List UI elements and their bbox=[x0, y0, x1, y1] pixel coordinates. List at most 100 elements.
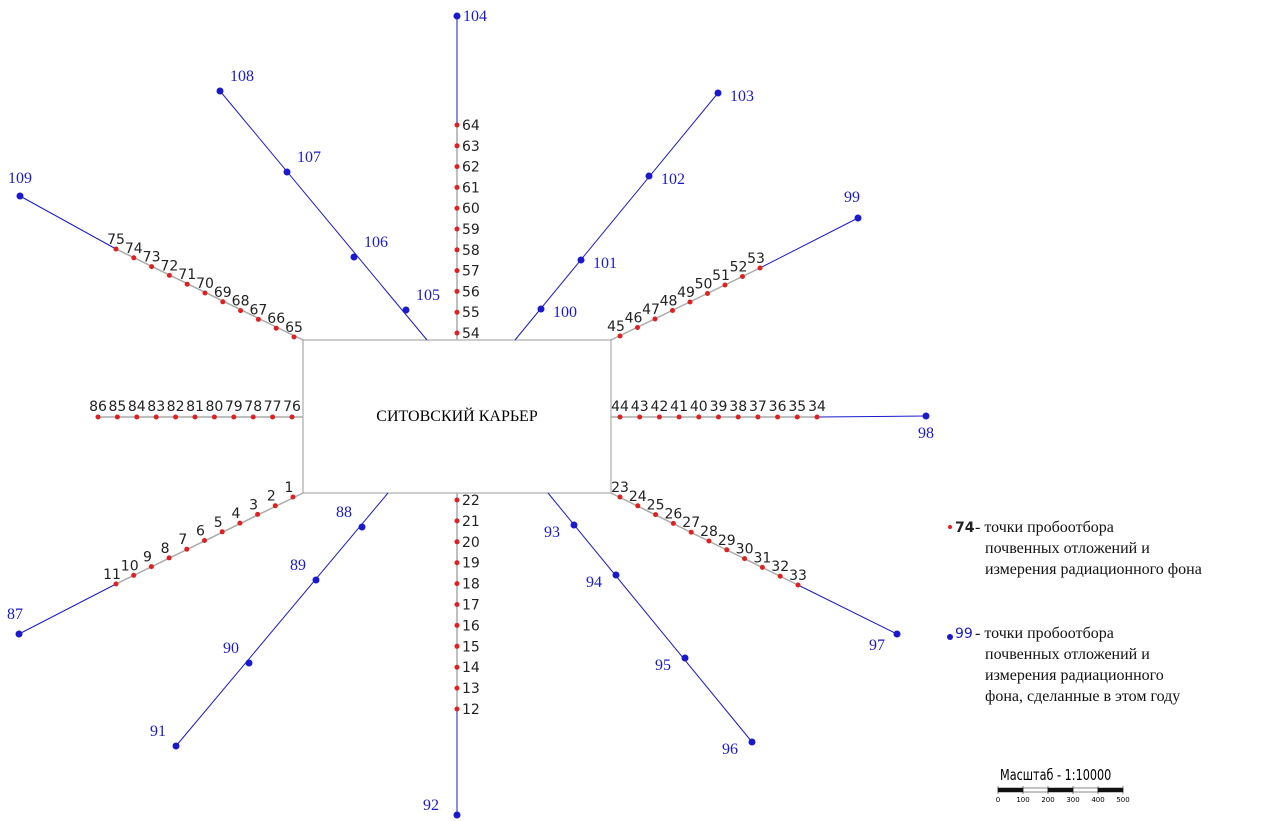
new-sample-label: 97 bbox=[869, 637, 885, 654]
sample-label: 50 bbox=[695, 277, 713, 293]
new-sample-label: 102 bbox=[661, 171, 685, 188]
legend-text: - точки пробоотбора bbox=[975, 519, 1114, 536]
sample-label: 67 bbox=[249, 302, 267, 318]
new-sample-label: 107 bbox=[297, 149, 321, 166]
sample-label: 4 bbox=[231, 506, 240, 522]
sample-label: 73 bbox=[143, 250, 161, 266]
sample-point bbox=[289, 414, 295, 420]
sample-label: 34 bbox=[808, 399, 826, 415]
sample-label: 18 bbox=[462, 577, 480, 593]
sample-point bbox=[775, 414, 781, 420]
new-sample-point bbox=[922, 412, 930, 420]
sample-label: 25 bbox=[647, 498, 665, 514]
sample-label: 74 bbox=[125, 241, 143, 257]
sample-point bbox=[454, 518, 460, 524]
sample-label: 37 bbox=[749, 399, 767, 415]
sample-point bbox=[454, 560, 460, 566]
sample-label: 39 bbox=[710, 399, 728, 415]
sample-label: 36 bbox=[769, 399, 787, 415]
sample-point bbox=[184, 546, 190, 552]
quarry-title: СИТОВСКИЙ КАРЬЕР bbox=[376, 406, 538, 425]
sample-label: 15 bbox=[462, 639, 480, 655]
sample-label: 38 bbox=[729, 399, 747, 415]
sample-label: 52 bbox=[730, 260, 748, 276]
sample-point bbox=[454, 122, 460, 128]
sample-label: 59 bbox=[462, 222, 480, 238]
new-sample-point bbox=[893, 630, 901, 638]
sample-label: 48 bbox=[660, 294, 678, 310]
sample-point bbox=[131, 572, 137, 578]
new-sample-label: 103 bbox=[730, 88, 754, 105]
sample-label: 21 bbox=[462, 514, 480, 530]
sample-point bbox=[653, 512, 659, 518]
new-sample-point bbox=[350, 253, 358, 261]
sample-label: 17 bbox=[462, 598, 480, 614]
scale-tick-label: 300 bbox=[1066, 796, 1079, 804]
legend-text: фона, сделанные в этом году bbox=[985, 688, 1180, 705]
sample-point bbox=[705, 291, 710, 296]
new-sample-label: 94 bbox=[586, 574, 602, 591]
sample-point bbox=[113, 246, 119, 252]
legend-text: почвенных отложений и bbox=[985, 646, 1150, 663]
sample-point bbox=[173, 414, 179, 420]
scale-tick-label: 500 bbox=[1116, 796, 1129, 804]
sample-point bbox=[742, 556, 748, 562]
legend-number: 74 bbox=[955, 520, 975, 536]
sample-point bbox=[202, 538, 207, 543]
sample-point bbox=[454, 622, 460, 628]
sample-label: 23 bbox=[611, 480, 629, 496]
sample-point bbox=[237, 520, 243, 526]
sample-label: 83 bbox=[147, 399, 165, 415]
sample-label: 51 bbox=[712, 268, 730, 284]
sample-label: 1 bbox=[285, 480, 294, 496]
sample-label: 47 bbox=[642, 302, 660, 318]
sample-label: 69 bbox=[214, 285, 232, 301]
sample-point bbox=[454, 247, 460, 253]
transect-line bbox=[115, 248, 304, 341]
scale-title: Масштаб - 1:10000 bbox=[1000, 766, 1111, 784]
sample-label: 68 bbox=[232, 294, 250, 310]
sample-point bbox=[291, 334, 297, 340]
legend-text: почвенных отложений и bbox=[985, 540, 1150, 557]
sample-point bbox=[687, 299, 693, 305]
sample-label: 10 bbox=[121, 558, 139, 574]
sample-point bbox=[238, 308, 244, 314]
sample-point bbox=[131, 255, 137, 261]
sample-label: 76 bbox=[283, 399, 301, 415]
sample-label: 81 bbox=[186, 399, 204, 415]
sample-point bbox=[149, 264, 155, 270]
transect-line bbox=[797, 584, 898, 635]
sample-label: 56 bbox=[462, 284, 480, 300]
sample-point bbox=[454, 706, 460, 712]
new-sample-point bbox=[537, 305, 545, 313]
sample-point bbox=[220, 299, 226, 305]
sample-label: 12 bbox=[462, 702, 480, 718]
new-sample-point bbox=[748, 738, 756, 746]
new-sample-point bbox=[402, 306, 410, 314]
sample-label: 35 bbox=[788, 399, 806, 415]
sample-label: 24 bbox=[629, 489, 647, 505]
new-sample-label: 100 bbox=[553, 304, 577, 321]
sample-point bbox=[270, 414, 276, 420]
sample-point bbox=[454, 143, 460, 149]
sample-point bbox=[148, 564, 154, 570]
sample-label: 58 bbox=[462, 243, 480, 259]
sample-point bbox=[255, 511, 261, 517]
sample-label: 30 bbox=[736, 542, 754, 558]
sample-point bbox=[454, 581, 460, 587]
sample-point bbox=[184, 281, 190, 287]
sample-point bbox=[635, 325, 640, 330]
sample-label: 8 bbox=[161, 541, 170, 557]
sample-label: 13 bbox=[462, 681, 480, 697]
sample-label: 45 bbox=[607, 319, 625, 335]
new-sample-label: 88 bbox=[336, 504, 352, 521]
legend-text: измерения радиационного фона bbox=[985, 561, 1202, 578]
sample-label: 14 bbox=[462, 660, 480, 676]
new-sample-label: 106 bbox=[364, 234, 388, 251]
sample-point bbox=[688, 529, 694, 535]
sample-label: 49 bbox=[677, 285, 695, 301]
new-sample-point bbox=[216, 87, 224, 95]
sample-label: 44 bbox=[611, 399, 629, 415]
sample-label: 66 bbox=[267, 311, 285, 327]
sample-point bbox=[706, 538, 712, 544]
